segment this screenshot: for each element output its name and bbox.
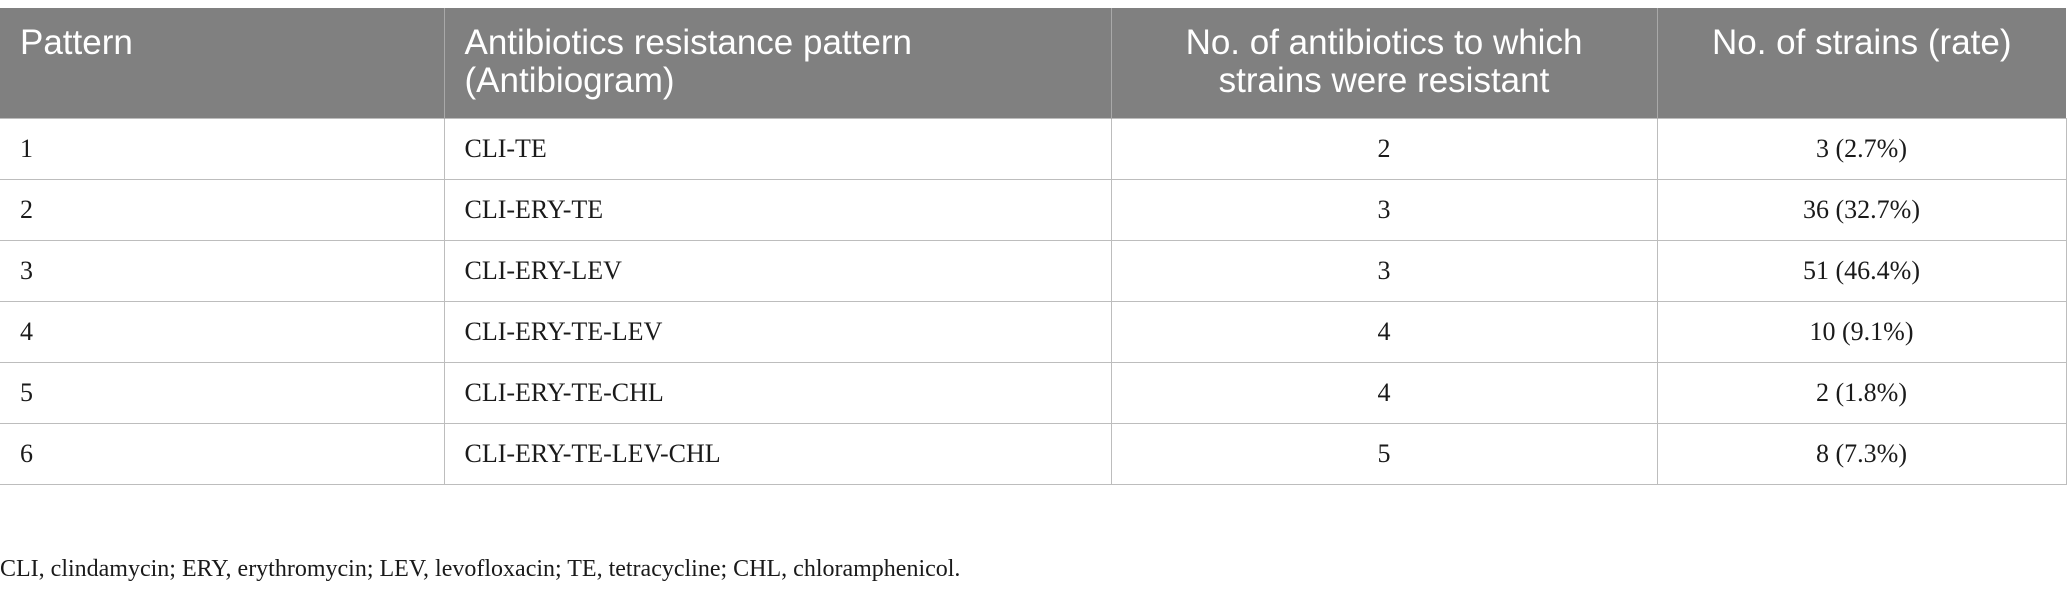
cell-antibiotic-count: 5 xyxy=(1110,422,1658,485)
resistance-pattern-table-container: Pattern Antibiotics resistance pattern (… xyxy=(0,8,2067,485)
cell-antibiotic-count: 3 xyxy=(1110,178,1658,241)
cell-antibiogram: CLI-ERY-TE xyxy=(443,178,1112,241)
cell-pattern: 6 xyxy=(0,422,445,485)
table-row: 4 CLI-ERY-TE-LEV 4 10 (9.1%) xyxy=(0,300,2067,363)
header-antibiotic-count: No. of antibiotics to which strains were… xyxy=(1110,8,1657,118)
cell-pattern: 2 xyxy=(0,178,445,241)
cell-strains: 10 (9.1%) xyxy=(1656,300,2067,363)
table-row: 1 CLI-TE 2 3 (2.7%) xyxy=(0,117,2067,180)
cell-antibiogram: CLI-ERY-TE-CHL xyxy=(443,361,1112,424)
cell-antibiotic-count: 2 xyxy=(1110,117,1658,180)
table-row: 3 CLI-ERY-LEV 3 51 (46.4%) xyxy=(0,239,2067,302)
cell-antibiotic-count: 4 xyxy=(1110,300,1658,363)
cell-pattern: 4 xyxy=(0,300,445,363)
cell-pattern: 3 xyxy=(0,239,445,302)
table-body: 1 CLI-TE 2 3 (2.7%) 2 CLI-ERY-TE 3 36 (3… xyxy=(0,117,2067,485)
cell-antibiogram: CLI-ERY-TE-LEV xyxy=(443,300,1112,363)
cell-antibiogram: CLI-TE xyxy=(443,117,1112,180)
table-row: 2 CLI-ERY-TE 3 36 (32.7%) xyxy=(0,178,2067,241)
cell-antibiogram: CLI-ERY-TE-LEV-CHL xyxy=(443,422,1112,485)
header-row: Pattern Antibiotics resistance pattern (… xyxy=(0,8,2066,118)
header-pattern: Pattern xyxy=(0,8,444,118)
header-antibiogram: Antibiotics resistance pattern (Antibiog… xyxy=(443,8,1111,118)
resistance-pattern-table: Pattern Antibiotics resistance pattern (… xyxy=(0,8,2067,485)
cell-strains: 3 (2.7%) xyxy=(1656,117,2067,180)
header-strain-count: No. of strains (rate) xyxy=(1656,8,2066,118)
table-footnote: CLI, clindamycin; ERY, erythromycin; LEV… xyxy=(0,556,961,582)
table-row: 5 CLI-ERY-TE-CHL 4 2 (1.8%) xyxy=(0,361,2067,424)
table-header: Pattern Antibiotics resistance pattern (… xyxy=(0,8,2066,118)
cell-pattern: 5 xyxy=(0,361,445,424)
cell-strains: 36 (32.7%) xyxy=(1656,178,2067,241)
cell-antibiotic-count: 4 xyxy=(1110,361,1658,424)
cell-strains: 8 (7.3%) xyxy=(1656,422,2067,485)
cell-strains: 2 (1.8%) xyxy=(1656,361,2067,424)
cell-strains: 51 (46.4%) xyxy=(1656,239,2067,302)
cell-pattern: 1 xyxy=(0,117,445,180)
cell-antibiogram: CLI-ERY-LEV xyxy=(443,239,1112,302)
table-row: 6 CLI-ERY-TE-LEV-CHL 5 8 (7.3%) xyxy=(0,422,2067,485)
cell-antibiotic-count: 3 xyxy=(1110,239,1658,302)
